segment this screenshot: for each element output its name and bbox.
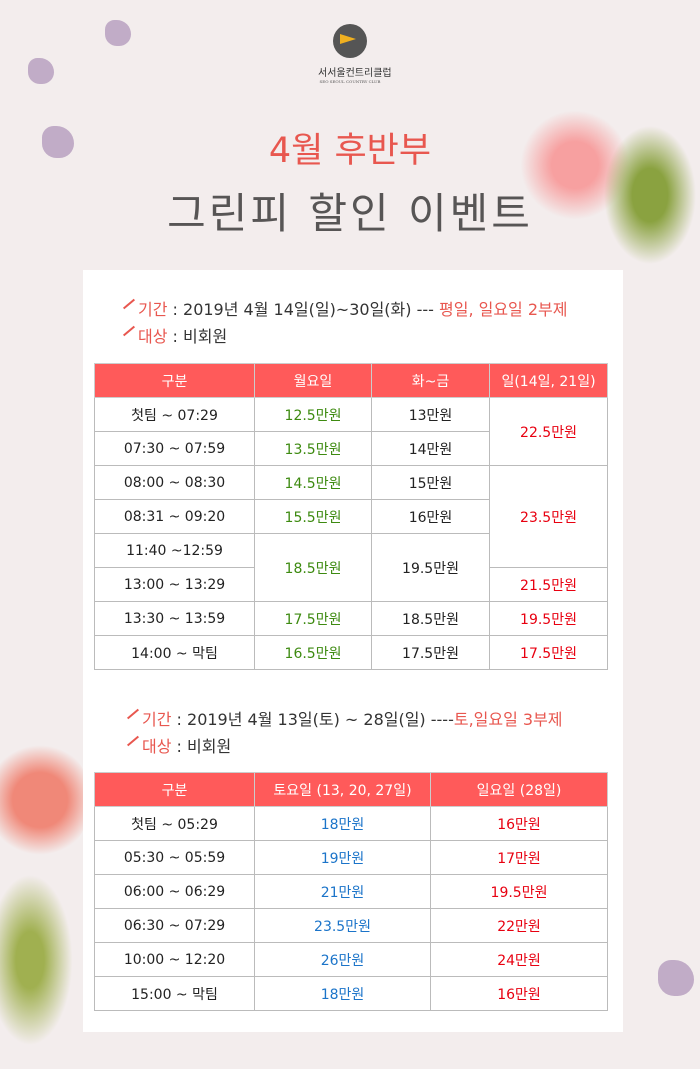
price-cell: 18만원 (254, 976, 431, 1011)
time-cell: 14:00 ~ 막팀 (94, 635, 255, 670)
flower-decoration (0, 740, 90, 860)
section1-info: 기간 : 2019년 4월 14일(일)~30일(화) --- 평일, 일요일 … (122, 296, 567, 350)
table-row: 05:30 ~ 05:59 19만원 17만원 (94, 840, 608, 875)
price-cell: 15.5만원 (254, 499, 372, 534)
price-table-1: 구분 월요일 화~금 일(14일, 21일) 첫팀 ~ 07:29 12.5만원 13만원… (94, 363, 608, 670)
price-cell: 17.5만원 (254, 601, 372, 636)
table-row: 첫팀 ~ 05:29 18만원 16만원 (94, 806, 608, 841)
header-cell: 화~금 (371, 363, 490, 398)
time-cell: 08:31 ~ 09:20 (94, 499, 255, 534)
header-cell: 구분 (94, 363, 255, 398)
table-row: 14:00 ~ 막팀 16.5만원 17.5만원 17.5만원 (94, 635, 608, 670)
time-cell: 13:00 ~ 13:29 (94, 567, 255, 602)
price-cell: 22.5만원 (489, 397, 608, 466)
target-label: 대상 (138, 327, 168, 346)
price-cell: 26만원 (254, 942, 431, 977)
header-cell: 구분 (94, 772, 255, 807)
table-row: 11:40 ~12:59 18.5만원 19.5만원 (94, 533, 608, 602)
logo-mark-icon (333, 24, 367, 58)
table-row: 06:00 ~ 06:29 21만원 19.5만원 (94, 874, 608, 909)
target-text: : 비회원 (167, 327, 228, 346)
header-cell: 일요일 (28일) (430, 772, 608, 807)
section2-info: 기간 : 2019년 4월 13일(토) ~ 28일(일) ----토,일요일 … (126, 706, 563, 760)
price-cell: 23.5만원 (489, 465, 608, 568)
price-cell: 23.5만원 (254, 908, 431, 943)
price-cell: 15만원 (371, 465, 490, 500)
time-cell: 07:30 ~ 07:59 (94, 431, 255, 466)
price-cell: 13.5만원 (254, 431, 372, 466)
table-row: 07:30 ~ 07:59 13.5만원 14만원 (94, 431, 608, 466)
period-note: 토,일요일 3부제 (453, 710, 563, 729)
header-cell: 일(14일, 21일) (489, 363, 608, 398)
price-cell: 19.5만원 (430, 874, 608, 909)
table-row: 06:30 ~ 07:29 23.5만원 22만원 (94, 908, 608, 943)
price-cell: 19만원 (254, 840, 431, 875)
price-cell: 24만원 (430, 942, 608, 977)
time-cell: 08:00 ~ 08:30 (94, 465, 255, 500)
petal-decoration (42, 126, 74, 158)
price-cell: 17.5만원 (489, 635, 608, 670)
period-label: 기간 (142, 710, 172, 729)
header-cell: 토요일 (13, 20, 27일) (254, 772, 431, 807)
price-cell: 16만원 (430, 806, 608, 841)
time-cell: 11:40 ~12:59 (94, 533, 255, 568)
time-cell: 10:00 ~ 12:20 (94, 942, 255, 977)
period-text: : 2019년 4월 14일(일)~30일(화) --- (167, 300, 439, 319)
period-label: 기간 (138, 300, 168, 319)
price-cell: 17.5만원 (371, 635, 490, 670)
price-cell: 13만원 (371, 397, 490, 432)
time-cell: 첫팀 ~ 05:29 (94, 806, 255, 841)
price-table-2: 구분 토요일 (13, 20, 27일) 일요일 (28일) 첫팀 ~ 05:29 1… (94, 772, 608, 1011)
time-cell: 13:30 ~ 13:59 (94, 601, 255, 636)
price-cell: 21.5만원 (489, 567, 608, 602)
title-line2: 그린피 할인 이벤트 (167, 189, 533, 238)
leaf-decoration (0, 860, 80, 1060)
price-cell: 16만원 (371, 499, 490, 534)
time-cell: 06:00 ~ 06:29 (94, 874, 255, 909)
leaf-decoration (600, 120, 700, 270)
time-cell: 15:00 ~ 막팀 (94, 976, 255, 1011)
price-cell: 18.5만원 (371, 601, 490, 636)
price-cell: 12.5만원 (254, 397, 372, 432)
table-row: 08:31 ~ 09:20 15.5만원 16만원 (94, 499, 608, 534)
time-cell: 05:30 ~ 05:59 (94, 840, 255, 875)
price-cell: 16만원 (430, 976, 608, 1011)
time-cell: 06:30 ~ 07:29 (94, 908, 255, 943)
table-row: 08:00 ~ 08:30 14.5만원 15만원 23.5만원 (94, 465, 608, 568)
price-cell: 19.5만원 (371, 533, 490, 602)
target-label: 대상 (142, 737, 172, 756)
price-cell: 14만원 (371, 431, 490, 466)
price-cell: 17만원 (430, 840, 608, 875)
title-line1: 4월 후반부 (268, 131, 432, 171)
logo-name-kr: 서서울컨트리클럽 (318, 68, 392, 79)
table-row: 13:00 ~ 13:29 21.5만원 (94, 567, 608, 602)
table-row: 첫팀 ~ 07:29 12.5만원 13만원 22.5만원 (94, 397, 608, 466)
price-cell: 16.5만원 (254, 635, 372, 670)
table-row: 10:00 ~ 12:20 26만원 24만원 (94, 942, 608, 977)
price-cell: 21만원 (254, 874, 431, 909)
logo-name-en: SEO SEOUL COUNTRY CLUB (319, 79, 381, 84)
period-text: : 2019년 4월 13일(토) ~ 28일(일) ---- (171, 710, 454, 729)
price-cell: 19.5만원 (489, 601, 608, 636)
petal-decoration (658, 960, 694, 996)
table-row: 15:00 ~ 막팀 18만원 16만원 (94, 976, 608, 1011)
price-cell: 14.5만원 (254, 465, 372, 500)
petal-decoration (28, 58, 54, 84)
period-note: 평일, 일요일 2부제 (439, 300, 568, 319)
header-cell: 월요일 (254, 363, 372, 398)
target-text: : 비회원 (171, 737, 232, 756)
club-logo: 서서울컨트리클럽 SEO SEOUL COUNTRY CLUB (318, 24, 392, 84)
time-cell: 첫팀 ~ 07:29 (94, 397, 255, 432)
petal-decoration (105, 20, 131, 46)
price-cell: 22만원 (430, 908, 608, 943)
price-cell: 18.5만원 (254, 533, 372, 602)
table-row: 13:30 ~ 13:59 17.5만원 18.5만원 19.5만원 (94, 601, 608, 636)
price-cell: 18만원 (254, 806, 431, 841)
